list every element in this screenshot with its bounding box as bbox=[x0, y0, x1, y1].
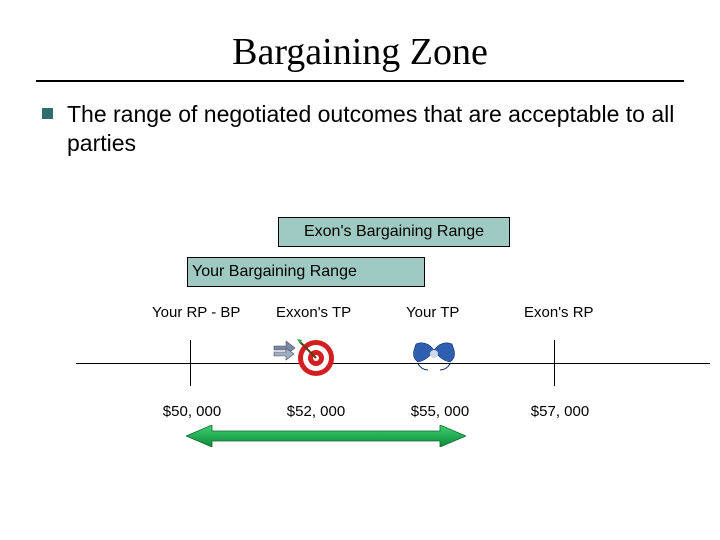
label-your-rp: Your RP - BP bbox=[152, 304, 247, 321]
slide: Bargaining Zone The range of negotiated … bbox=[0, 0, 720, 540]
bullet-icon bbox=[42, 108, 53, 119]
label-your-tp: Your TP bbox=[406, 304, 496, 321]
label-exons-rp: Exon's RP bbox=[524, 304, 624, 321]
value-exons-rp: $57, 000 bbox=[520, 403, 600, 420]
arrow-right-icon bbox=[272, 340, 296, 362]
number-line bbox=[76, 363, 710, 364]
double-arrow-icon bbox=[186, 425, 466, 447]
value-your-rp: $50, 000 bbox=[152, 403, 232, 420]
your-range-label: Your Bargaining Range bbox=[192, 263, 357, 281]
title-underline bbox=[36, 80, 684, 82]
definition-row: The range of negotiated outcomes that ar… bbox=[0, 100, 720, 158]
exon-range-label: Exon's Bargaining Range bbox=[304, 223, 484, 241]
value-your-tp: $55, 000 bbox=[400, 403, 480, 420]
definition-text: The range of negotiated outcomes that ar… bbox=[67, 100, 678, 158]
label-exxons-tp: Exxon's TP bbox=[276, 304, 376, 321]
exon-range-box: Exon's Bargaining Range bbox=[278, 217, 510, 247]
value-exxons-tp: $52, 000 bbox=[276, 403, 356, 420]
your-range-box: Your Bargaining Range bbox=[187, 257, 425, 287]
wings-icon bbox=[408, 336, 460, 376]
tick-exons-rp bbox=[554, 340, 555, 386]
slide-title: Bargaining Zone bbox=[0, 0, 720, 80]
tick-your-rp bbox=[190, 340, 191, 386]
target-icon bbox=[294, 336, 338, 380]
